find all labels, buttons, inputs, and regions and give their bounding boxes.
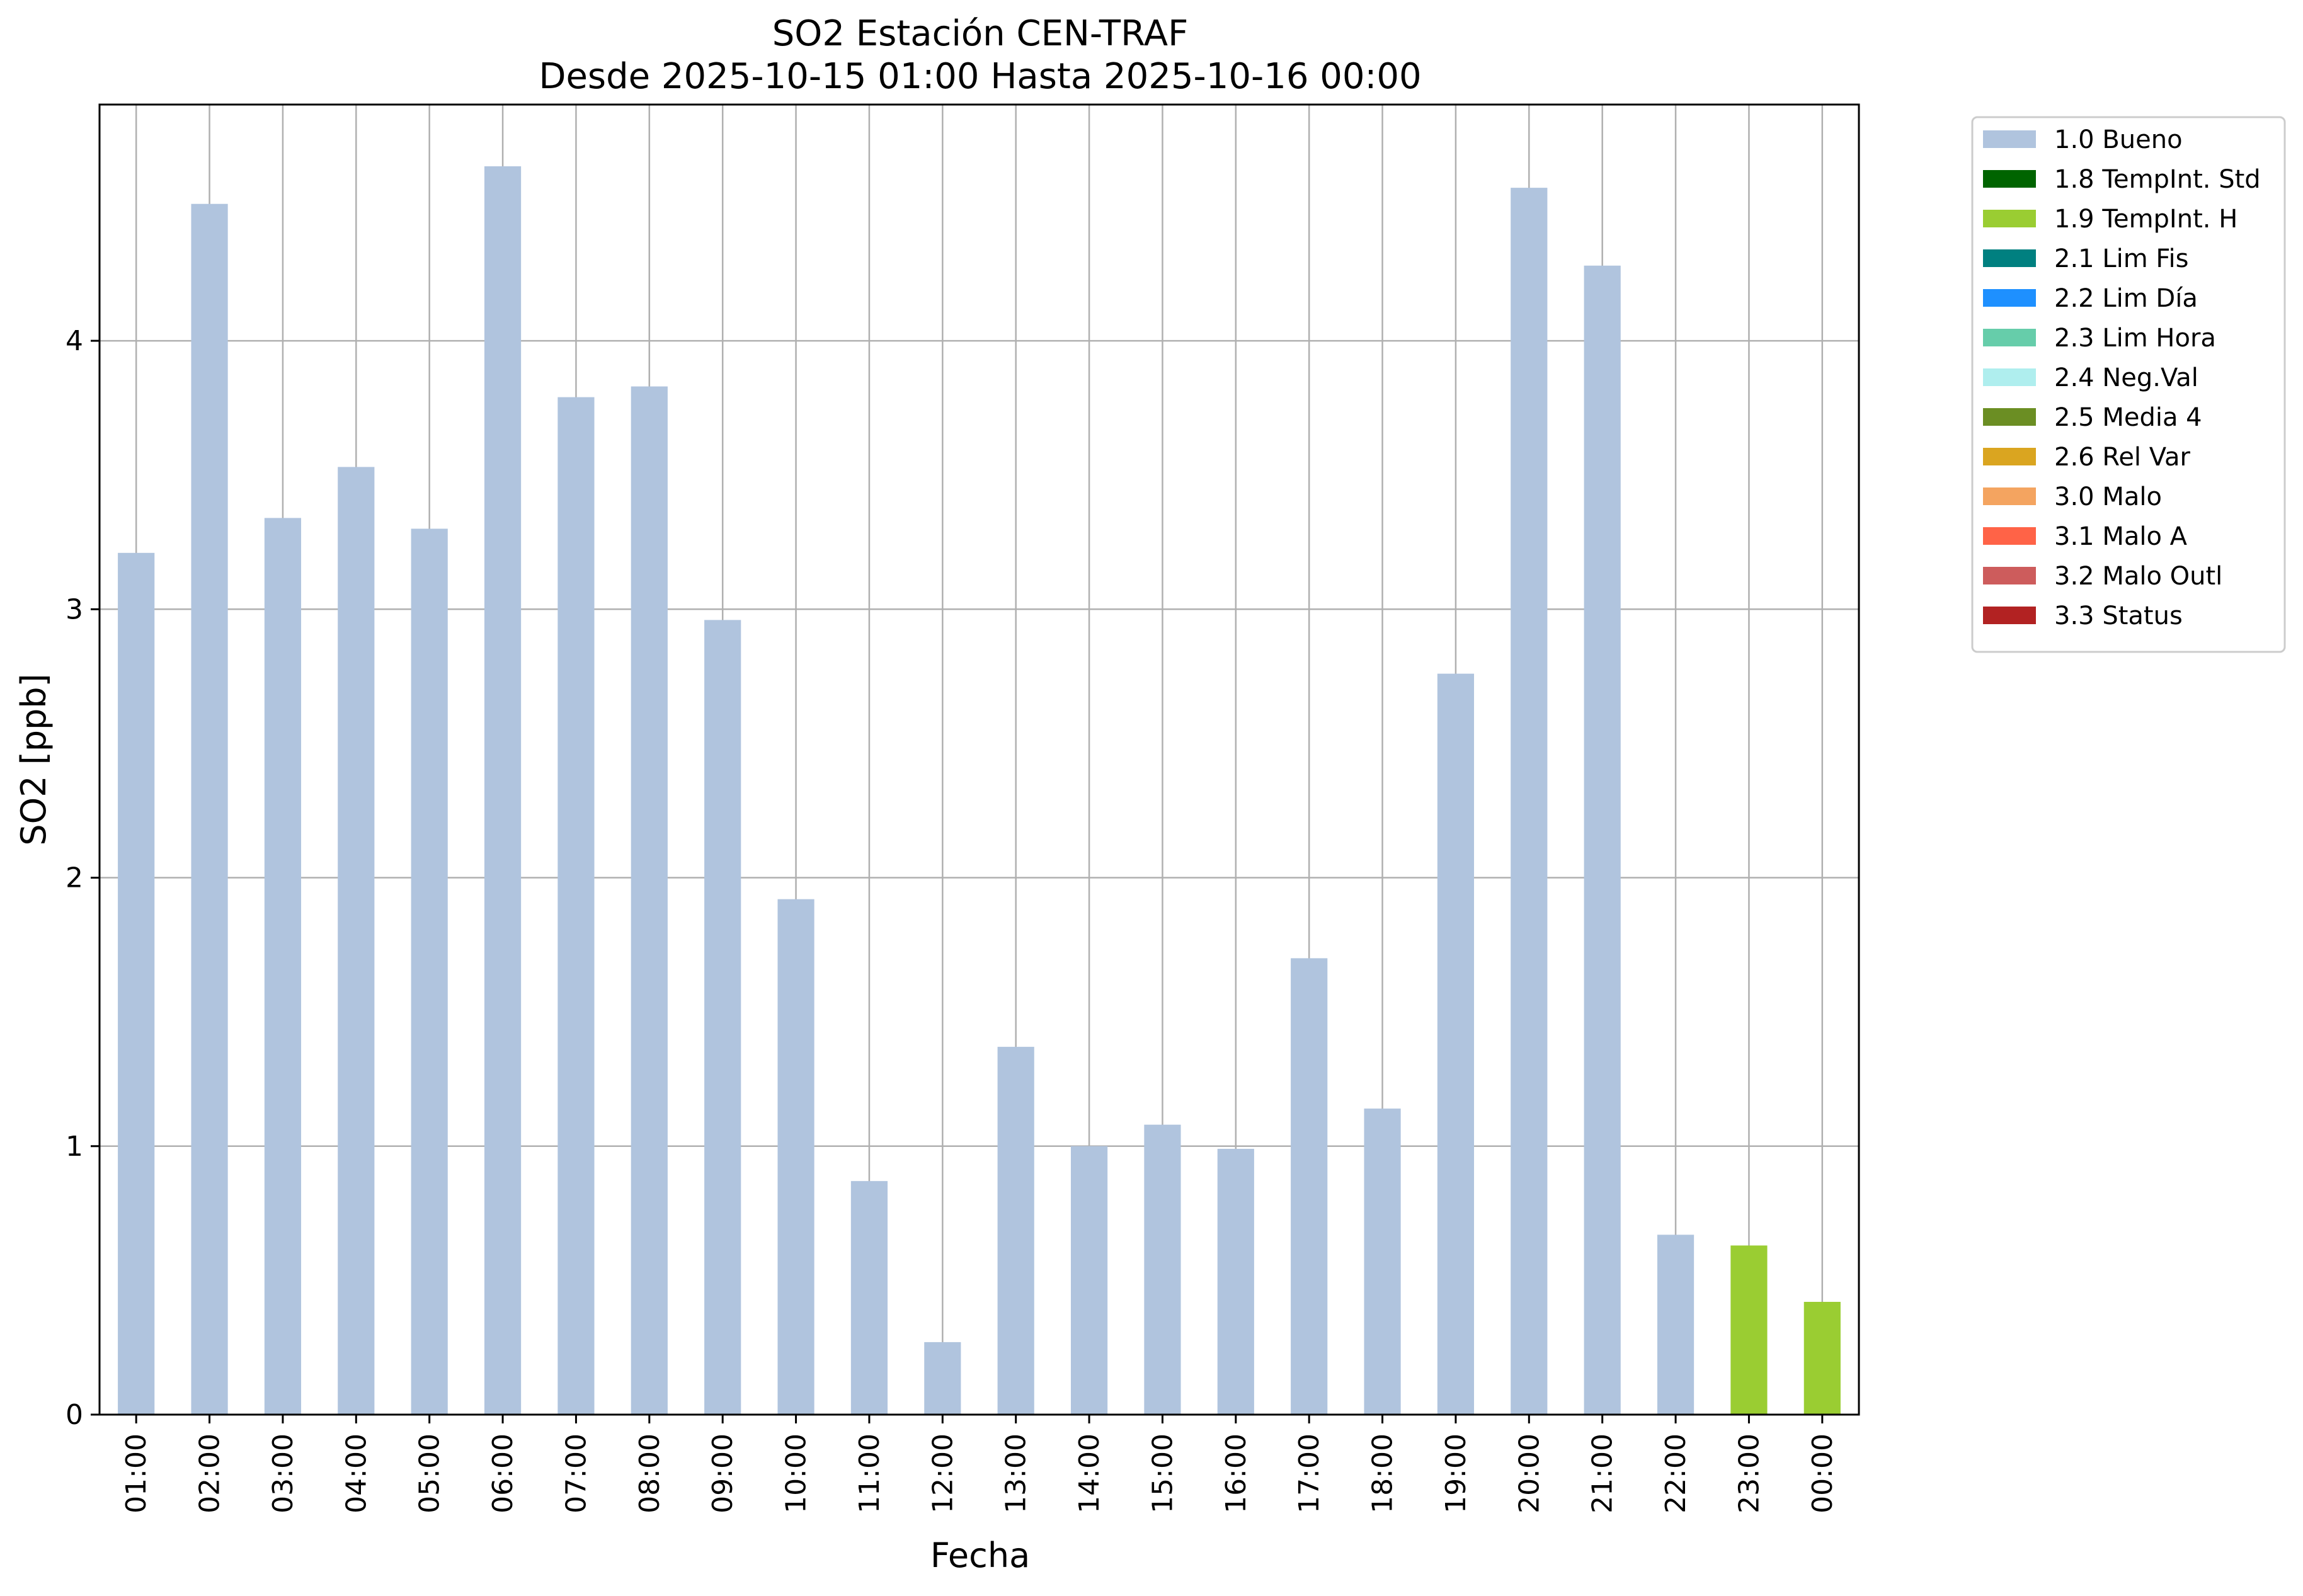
- legend-swatch: [1983, 170, 2036, 188]
- x-tick-label: 23:00: [1733, 1434, 1765, 1513]
- legend-swatch: [1983, 249, 2036, 267]
- bar-23:00: [1730, 1245, 1768, 1415]
- legend-entry: 2.5 Media 4: [2054, 403, 2202, 432]
- legend-entry: 1.0 Bueno: [2054, 125, 2183, 154]
- bar-00:00: [1803, 1301, 1841, 1415]
- bar-09:00: [704, 620, 741, 1415]
- chart-title: SO2 Estación CEN-TRAF: [772, 13, 1189, 54]
- y-tick-label: 4: [66, 325, 83, 357]
- bar-layer: [118, 166, 1841, 1415]
- x-tick-label: 07:00: [560, 1434, 592, 1513]
- bar-10:00: [777, 899, 814, 1415]
- x-tick-label: 10:00: [780, 1434, 813, 1513]
- bar-07:00: [557, 397, 595, 1415]
- y-tick-label: 3: [66, 593, 83, 625]
- legend-swatch: [1983, 448, 2036, 465]
- x-axis-label: Fecha: [930, 1536, 1030, 1575]
- legend-entry: 1.9 TempInt. H: [2054, 205, 2237, 234]
- x-tick-label: 12:00: [927, 1434, 959, 1513]
- x-tick-label: 18:00: [1367, 1434, 1399, 1513]
- x-tick-label: 16:00: [1220, 1434, 1252, 1513]
- x-tick-label: 04:00: [340, 1434, 372, 1513]
- x-tick-label: 06:00: [487, 1434, 519, 1513]
- plot-frame: [98, 103, 1860, 1416]
- bar-15:00: [1144, 1124, 1181, 1415]
- bar-03:00: [264, 518, 302, 1415]
- x-tick-label: 11:00: [854, 1434, 886, 1513]
- legend: 1.0 Bueno 1.8 TempInt. Std 1.9 TempInt. H 2…: [1971, 116, 2286, 653]
- x-tick-label: 22:00: [1660, 1434, 1692, 1513]
- legend-swatch: [1983, 289, 2036, 307]
- x-tick-label: 03:00: [267, 1434, 299, 1513]
- bar-08:00: [631, 386, 668, 1415]
- x-tick-label: 21:00: [1587, 1434, 1619, 1513]
- x-tick-label: 20:00: [1513, 1434, 1545, 1513]
- bar-14:00: [1070, 1146, 1108, 1415]
- legend-swatch: [1983, 527, 2036, 545]
- legend-swatch: [1983, 567, 2036, 584]
- bar-21:00: [1584, 265, 1621, 1415]
- legend-swatch: [1983, 329, 2036, 346]
- bar-06:00: [484, 166, 522, 1415]
- axis-layer: 0 1 2 3 4 01:00 02:00 03:00 04:00 05:00 06:00 07:00…: [66, 103, 1860, 1513]
- legend-swatch: [1983, 368, 2036, 386]
- legend-swatch: [1983, 210, 2036, 227]
- legend-entry: 2.3 Lim Hora: [2054, 324, 2216, 353]
- legend-swatch: [1983, 130, 2036, 148]
- bar-05:00: [411, 528, 448, 1415]
- bar-12:00: [924, 1342, 961, 1415]
- x-tick-label: 01:00: [120, 1434, 152, 1513]
- bar-02:00: [191, 203, 228, 1415]
- legend-entry: 3.2 Malo Outl: [2054, 562, 2222, 591]
- y-tick-label: 1: [66, 1131, 83, 1163]
- x-tick-label: 19:00: [1440, 1434, 1472, 1513]
- bar-18:00: [1364, 1109, 1401, 1415]
- legend-entry: 2.1 Lim Fis: [2054, 244, 2188, 273]
- bar-16:00: [1217, 1149, 1254, 1415]
- chart-subtitle: Desde 2025-10-15 01:00 Hasta 2025-10-16 …: [539, 56, 1421, 97]
- bar-22:00: [1657, 1234, 1694, 1415]
- x-tick-label: 09:00: [707, 1434, 739, 1513]
- legend-entry: 2.2 Lim Día: [2054, 284, 2198, 313]
- x-tick-label: 00:00: [1807, 1434, 1839, 1513]
- y-tick-label: 0: [66, 1399, 83, 1431]
- x-tick-label: 08:00: [634, 1434, 666, 1513]
- y-axis-label: SO2 [ppb]: [14, 673, 54, 845]
- bar-20:00: [1511, 188, 1548, 1415]
- x-tick-label: 14:00: [1073, 1434, 1106, 1513]
- legend-swatch: [1983, 487, 2036, 505]
- legend-entry: 3.0 Malo: [2054, 482, 2162, 511]
- legend-entry: 1.8 TempInt. Std: [2054, 165, 2261, 194]
- bar-11:00: [850, 1181, 888, 1415]
- legend-entry: 2.6 Rel Var: [2054, 443, 2191, 472]
- x-tick-label: 13:00: [1000, 1434, 1032, 1513]
- bar-04:00: [338, 467, 375, 1415]
- legend-entry: 3.1 Malo A: [2054, 522, 2188, 551]
- legend-frame: [1971, 116, 2286, 653]
- x-tick-label: 17:00: [1293, 1434, 1325, 1513]
- bar-17:00: [1291, 958, 1328, 1415]
- x-tick-label: 15:00: [1146, 1434, 1179, 1513]
- legend-swatch: [1983, 408, 2036, 426]
- bar-01:00: [118, 552, 155, 1415]
- x-tick-label: 05:00: [414, 1434, 446, 1513]
- legend-swatch: [1983, 607, 2036, 624]
- x-tick-label: 02:00: [194, 1434, 226, 1513]
- bar-13:00: [997, 1047, 1034, 1415]
- y-tick-label: 2: [66, 862, 83, 894]
- legend-entry: 2.4 Neg.Val: [2054, 363, 2198, 392]
- legend-entry: 3.3 Status: [2054, 601, 2183, 630]
- bar-19:00: [1437, 673, 1475, 1415]
